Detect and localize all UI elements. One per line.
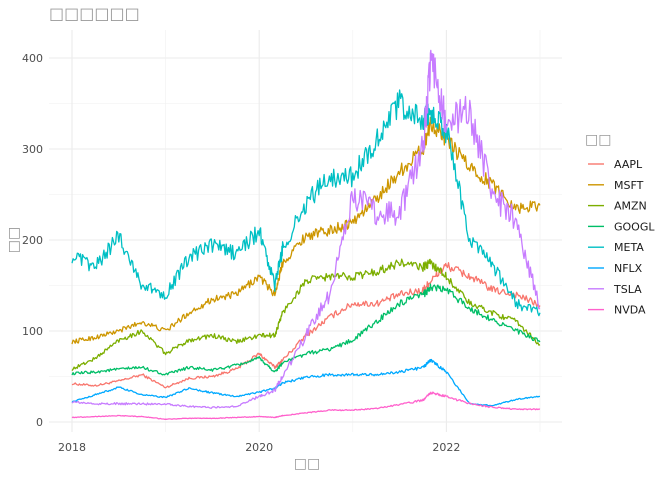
series-line-nflx — [71, 358, 541, 407]
x-tick-label: 2020 — [245, 441, 273, 454]
x-tick-label: 2022 — [432, 441, 460, 454]
chart-title: □□□□□□ — [49, 4, 140, 23]
y-axis-title: □□ — [6, 227, 22, 253]
legend-label-meta: META — [614, 241, 644, 254]
legend-label-aapl: AAPL — [614, 158, 643, 171]
y-tick-label: 400 — [22, 52, 43, 65]
legend-label-msft: MSFT — [614, 179, 644, 192]
series-line-amzn — [71, 258, 541, 372]
series-line-nvda — [71, 391, 541, 420]
y-tick-label: 0 — [36, 416, 43, 429]
series-line-meta — [71, 89, 541, 317]
legend-label-amzn: AMZN — [614, 200, 647, 213]
legend-title: □□ — [585, 132, 611, 148]
x-axis-title: □□ — [294, 456, 320, 472]
y-tick-label: 200 — [22, 234, 43, 247]
legend-label-tsla: TSLA — [613, 283, 642, 296]
series-lines — [71, 49, 541, 420]
series-line-tsla — [71, 49, 541, 409]
y-tick-label: 100 — [22, 325, 43, 338]
legend-label-googl: GOOGL — [614, 220, 655, 233]
series-line-msft — [71, 116, 541, 345]
y-axis-ticks: 0 100 200 300 400 — [22, 52, 43, 429]
x-tick-label: 2018 — [58, 441, 86, 454]
x-axis-ticks: 2018 2020 2022 — [58, 441, 460, 454]
y-tick-label: 300 — [22, 143, 43, 156]
legend-label-nvda: NVDA — [614, 304, 646, 317]
series-line-googl — [71, 283, 541, 376]
legend: □□ AAPL MSFT AMZN GOOGL META NFLX TSLA NVDA — [585, 132, 655, 317]
grid — [49, 30, 562, 432]
legend-label-nflx: NFLX — [614, 262, 643, 275]
